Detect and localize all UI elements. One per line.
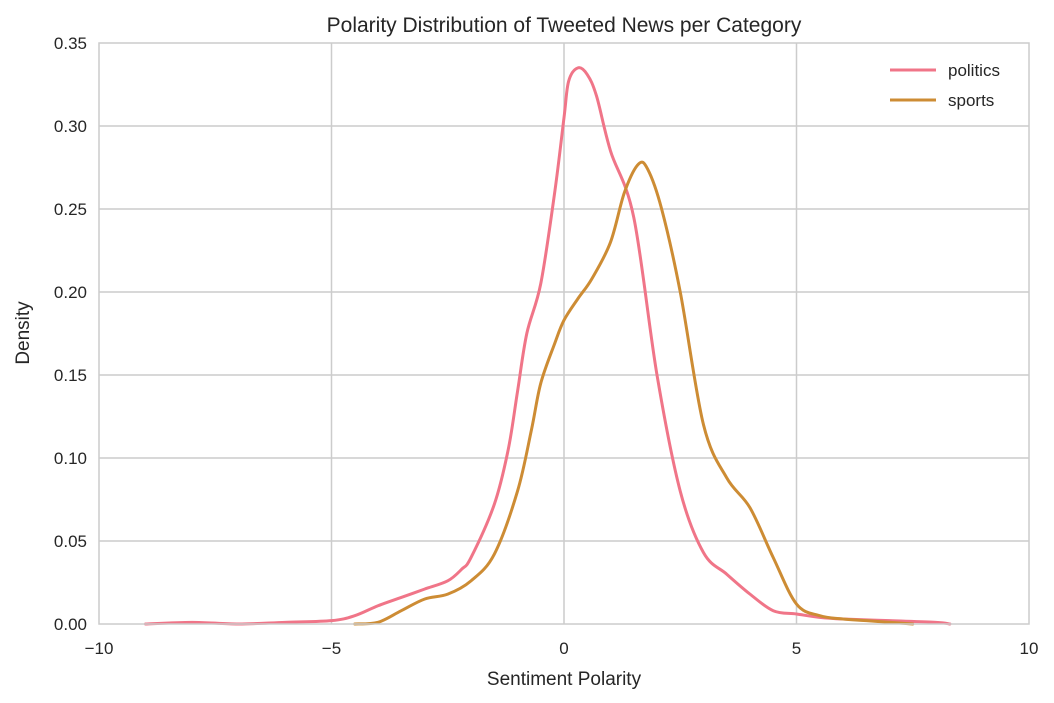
x-axis-label: Sentiment Polarity [487, 669, 642, 690]
y-axis-label: Density [13, 301, 34, 365]
x-tick-label: 0 [559, 639, 568, 658]
plot-frame [98, 42, 1030, 625]
series-line-politics [144, 66, 952, 626]
x-tick-label: −10 [85, 639, 114, 658]
x-tick-label: 10 [1020, 639, 1039, 658]
y-tick-label: 0.25 [54, 200, 87, 219]
y-tick-label: 0.35 [54, 34, 87, 53]
y-tick-label: 0.10 [54, 449, 87, 468]
y-tick-label: 0.15 [54, 366, 87, 385]
x-tick-label: −5 [322, 639, 341, 658]
y-tick-label: 0.30 [54, 117, 87, 136]
legend-label-sports: sports [948, 91, 994, 110]
y-tick-label: 0.00 [54, 615, 87, 634]
y-tick-label: 0.20 [54, 283, 87, 302]
x-tick-label: 5 [792, 639, 801, 658]
legend-label-politics: politics [948, 61, 1000, 80]
series-lines [144, 66, 952, 626]
tick-labels: −10 −5 0 5 10 0.00 0.05 0.10 0.15 0.20 0.25 0.30 0.3… [54, 34, 1039, 658]
chart-title: Polarity Distribution of Tweeted News pe… [327, 14, 802, 37]
y-tick-label: 0.05 [54, 532, 87, 551]
legend: politics sports [890, 61, 1000, 110]
series-line-sports [353, 160, 915, 626]
